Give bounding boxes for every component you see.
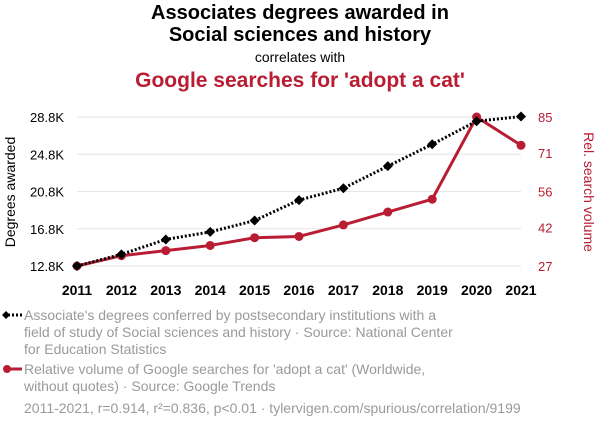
legend-series-2-label: Relative volume of Google searches for '…: [24, 361, 426, 394]
series-1-point: [516, 111, 526, 122]
legend-series-2-marker: [3, 365, 11, 373]
y-left-axis-title: Degrees awarded: [2, 137, 18, 248]
series-1-point: [116, 249, 127, 260]
y-left-tick-label: 16.8K: [30, 222, 64, 237]
y-right-tick-label: 71: [538, 146, 552, 161]
chart-title-line-2: Social sciences and history: [168, 24, 432, 46]
series-2-point: [161, 246, 171, 256]
series-1-point: [471, 116, 482, 127]
series-2-point: [250, 233, 260, 243]
chart-subtitle: Google searches for 'adopt a cat': [135, 69, 465, 92]
y-right-axis-title: Rel. search volume: [581, 132, 597, 252]
y-left-tick-label: 20.8K: [30, 185, 64, 200]
x-tick-label: 2021: [505, 282, 536, 298]
y-left-tick-label: 24.8K: [30, 147, 64, 162]
y-right-tick-label: 85: [538, 110, 552, 125]
y-left-tick-label: 12.8K: [30, 259, 64, 274]
series-1-point: [338, 183, 349, 194]
series-1-point: [205, 226, 216, 237]
y-right-tick-label: 42: [538, 220, 552, 235]
series-2-point: [294, 231, 304, 241]
series-1-point: [249, 215, 260, 226]
x-tick-label: 2015: [239, 282, 270, 298]
x-tick-label: 2018: [372, 282, 403, 298]
x-tick-label: 2013: [150, 282, 181, 298]
chart-title-line-1: Associates degrees awarded in: [151, 2, 449, 24]
series-2-point: [338, 220, 348, 230]
series-1-point: [72, 261, 82, 271]
x-tick-label: 2014: [195, 282, 226, 298]
y-right-tick-label: 56: [538, 185, 552, 200]
series-2-point: [516, 140, 526, 150]
y-right-tick-label: 27: [538, 259, 552, 274]
series-1-point: [427, 139, 438, 150]
y-left-tick-label: 28.8K: [30, 110, 64, 125]
x-tick-label: 2019: [417, 282, 448, 298]
x-tick-label: 2012: [106, 282, 137, 298]
series-2-point: [427, 194, 437, 204]
series-2-point: [205, 240, 215, 250]
series-1-point: [382, 161, 393, 172]
x-tick-label: 2016: [283, 282, 314, 298]
correlates-with-label: correlates with: [254, 49, 346, 65]
series-1-point: [294, 195, 304, 206]
series-1-point: [160, 234, 171, 245]
x-tick-label: 2017: [328, 282, 359, 298]
legend-series-2: Relative volume of Google searches for '…: [24, 361, 464, 395]
legend-series-1-label: Associate's degrees conferred by postsec…: [24, 307, 453, 357]
series-2-point: [383, 207, 393, 217]
chart-footer: 2011-2021, r=0.914, r²=0.836, p<0.01 · t…: [24, 400, 521, 416]
legend-series-1: Associate's degrees conferred by postsec…: [24, 307, 464, 358]
legend-series-1-marker: [2, 311, 10, 319]
x-tick-label: 2020: [461, 282, 492, 298]
x-tick-label: 2011: [62, 282, 93, 298]
